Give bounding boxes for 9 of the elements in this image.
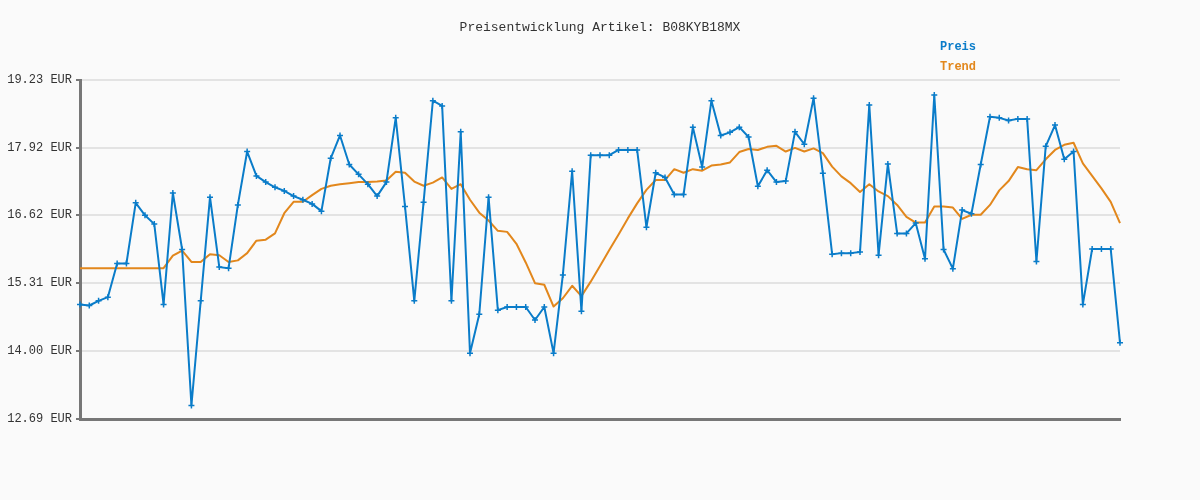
y-tick-label: 16.62 EUR xyxy=(7,208,72,223)
text: Preis xyxy=(940,40,977,55)
y-tick-label: 14.00 EUR xyxy=(7,344,72,359)
y-tick-label: 12.69 EUR xyxy=(7,412,72,427)
y-tick-label: 19.23 EUR xyxy=(7,73,72,88)
y-tick-label: 15.31 EUR xyxy=(7,276,72,291)
text: Trend xyxy=(940,60,977,75)
chart-title: Preisentwicklung Artikel: B08KYB18MX xyxy=(459,20,741,36)
y-tick-label: 17.92 EUR xyxy=(7,141,72,156)
